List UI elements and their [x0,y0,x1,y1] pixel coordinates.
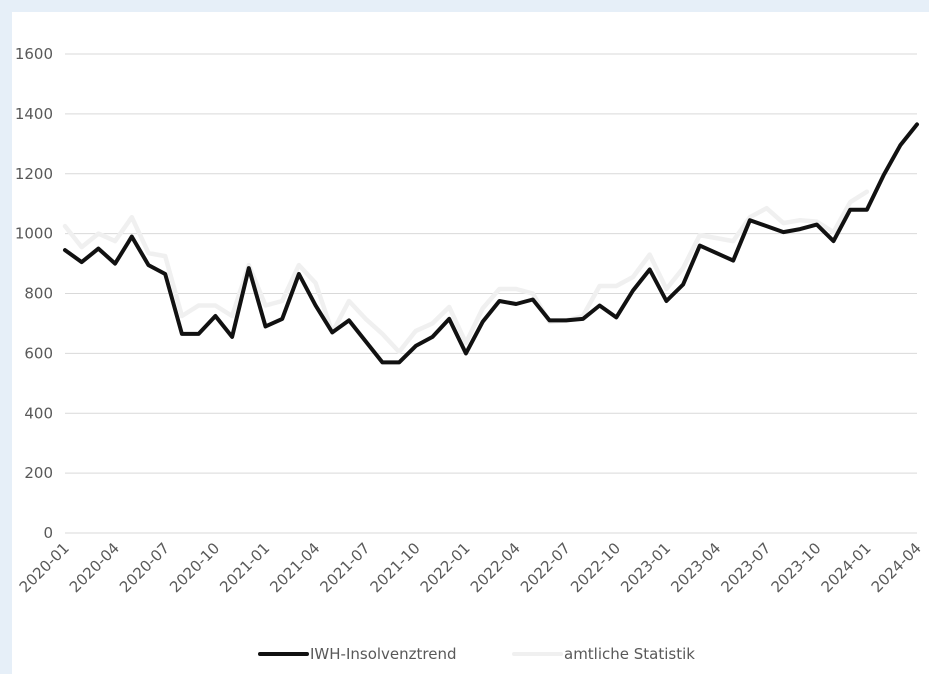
y-tick-label: 400 [24,404,53,422]
x-tick-label: 2021-04 [266,539,323,596]
legend-label-amtliche-statistik: amtliche Statistik [564,645,695,663]
y-tick-label: 0 [43,524,53,542]
series-lines [62,122,919,365]
y-tick-label: 1400 [15,105,53,123]
x-tick-label: 2021-07 [316,539,373,596]
y-tick-label: 200 [24,464,53,482]
x-axis-ticks: 2020-012020-042020-072020-102021-012021-… [16,539,925,596]
x-tick-label: 2020-07 [116,539,173,596]
chart-panel: 0 200 400 600 800 1000 1200 1400 1600 2020-01 202… [12,12,929,674]
x-tick-label: 2021-10 [367,539,424,596]
x-tick-label: 2022-04 [467,539,524,596]
x-tick-label: 2024-04 [868,539,925,596]
series-line-amtliche-statistik [62,189,870,355]
x-tick-label: 2021-01 [216,539,273,596]
x-tick-label: 2023-07 [717,539,774,596]
x-tick-label: 2023-01 [617,539,674,596]
x-tick-label: 2023-10 [768,539,825,596]
y-tick-label: 600 [24,344,53,362]
series-line-iwh-insolvenztrend [63,122,919,365]
y-tick-label: 800 [24,285,53,303]
y-tick-label: 1600 [15,45,53,63]
x-tick-label: 2022-01 [417,539,474,596]
x-tick-label: 2024-01 [818,539,875,596]
y-axis-ticks: 0 200 400 600 800 1000 1200 1400 1600 [15,45,53,542]
y-tick-label: 1000 [15,225,53,243]
x-tick-label: 2022-07 [517,539,574,596]
x-tick-label: 2023-04 [667,539,724,596]
y-tick-label: 1200 [15,165,53,183]
x-tick-label: 2020-10 [166,539,223,596]
x-tick-label: 2020-01 [16,539,73,596]
x-tick-label: 2020-04 [66,539,123,596]
legend: IWH-Insolvenztrend amtliche Statistik [258,645,695,663]
legend-label-iwh-insolvenztrend: IWH-Insolvenztrend [310,645,457,663]
gridlines [65,53,917,534]
x-tick-label: 2022-10 [567,539,624,596]
